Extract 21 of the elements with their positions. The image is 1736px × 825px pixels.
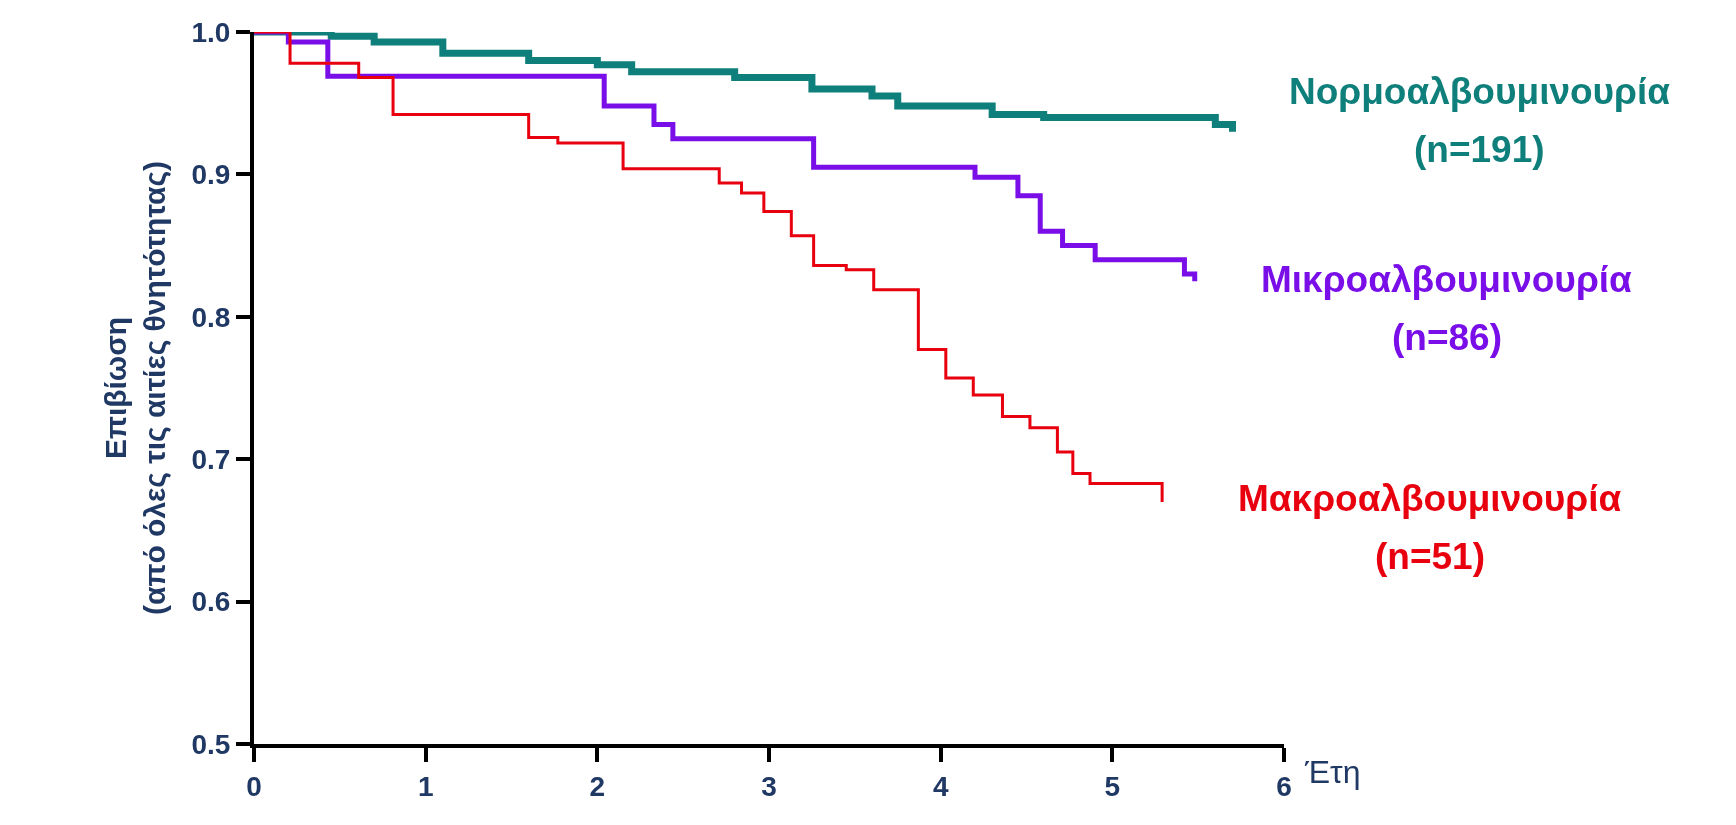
- x-tick-label: 0: [246, 770, 262, 802]
- y-tick-label: 0.9: [191, 159, 231, 191]
- text: (n=86): [1392, 317, 1503, 358]
- y-tick-label: 0.6: [191, 586, 231, 618]
- x-tick-label: 4: [932, 770, 949, 802]
- y-tick-label: 0.7: [191, 444, 231, 475]
- x-tick-label: 1: [417, 770, 434, 802]
- series-label: Νορμοαλβουμινουρία: [1289, 71, 1671, 112]
- text: Μακροαλβουμινουρία: [1238, 478, 1622, 519]
- y-tick-label: 1.0: [191, 16, 231, 48]
- y-axis-title: Επιβίωση (από όλες τις αιτίες θνητότητας): [98, 161, 171, 615]
- series-label: Μικροαλβουμινουρία: [1261, 259, 1633, 300]
- x-axis-title: Έτη: [1304, 754, 1361, 790]
- x-tick-label: 5: [1104, 770, 1121, 802]
- y-tick-label: 0.8: [191, 301, 231, 333]
- x-tick-label: 6: [1276, 770, 1292, 802]
- text: (n=191): [1414, 129, 1545, 170]
- x-tick-label: 3: [761, 770, 777, 802]
- x-tick-label: 2: [589, 770, 606, 802]
- text: (n=51): [1375, 536, 1486, 577]
- y-tick-label: 0.5: [191, 728, 231, 760]
